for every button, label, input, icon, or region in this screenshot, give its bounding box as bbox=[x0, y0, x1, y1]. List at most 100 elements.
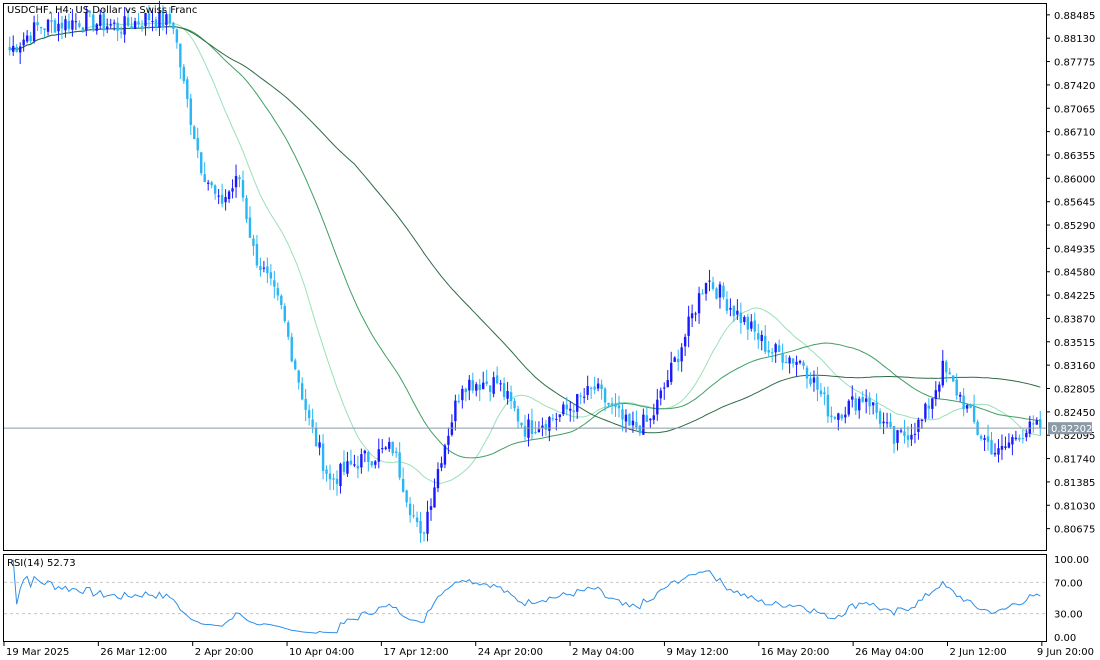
candle-body bbox=[29, 35, 32, 42]
candle-body bbox=[631, 420, 635, 426]
candle bbox=[1014, 430, 1018, 441]
candle-body bbox=[718, 284, 722, 298]
candle-body bbox=[436, 469, 440, 489]
candle bbox=[582, 388, 586, 404]
candle bbox=[805, 365, 809, 389]
candle bbox=[729, 298, 732, 317]
price-tick-label: 0.83160 bbox=[1054, 361, 1095, 372]
candle bbox=[71, 9, 74, 37]
candle-body bbox=[659, 390, 662, 399]
candle-body bbox=[269, 272, 273, 279]
candle bbox=[252, 234, 255, 256]
candle bbox=[182, 63, 186, 84]
candle bbox=[760, 330, 763, 351]
candle-body bbox=[468, 379, 471, 391]
candle-body bbox=[722, 285, 725, 298]
candle-body bbox=[788, 357, 791, 364]
candle bbox=[854, 392, 857, 415]
candle-body bbox=[482, 382, 485, 390]
candle bbox=[889, 412, 892, 429]
candle bbox=[349, 449, 353, 466]
candle-body bbox=[770, 352, 774, 354]
price-axis: 0.88485 0.88130 0.87775 0.87420 0.87065 0.867… bbox=[1046, 11, 1095, 536]
candle-body bbox=[663, 387, 666, 389]
candle-body bbox=[739, 312, 743, 324]
candle-body bbox=[328, 473, 332, 480]
candle-body bbox=[1025, 432, 1028, 438]
candle bbox=[690, 304, 694, 328]
candle bbox=[840, 413, 844, 421]
candle-body bbox=[151, 21, 154, 23]
candle bbox=[882, 412, 885, 435]
candle-body bbox=[774, 344, 777, 353]
candle bbox=[903, 419, 906, 444]
candle bbox=[722, 282, 725, 300]
candle-body bbox=[805, 367, 809, 379]
candle bbox=[269, 264, 273, 286]
candle-body bbox=[791, 358, 795, 364]
candle bbox=[262, 260, 266, 273]
candle bbox=[259, 257, 262, 277]
candle-body bbox=[262, 267, 266, 269]
candle-body bbox=[353, 464, 356, 466]
candle bbox=[537, 421, 541, 433]
candle-body bbox=[840, 414, 844, 419]
candle bbox=[764, 325, 767, 355]
candle bbox=[15, 44, 18, 53]
candle-body bbox=[64, 19, 67, 31]
candle-body bbox=[405, 490, 408, 503]
candle bbox=[1035, 417, 1038, 425]
candle bbox=[43, 28, 46, 38]
candle bbox=[656, 388, 659, 421]
price-tick-label: 0.86355 bbox=[1054, 151, 1095, 162]
candle bbox=[297, 369, 300, 390]
candle-body bbox=[948, 372, 951, 375]
price-tick-label: 0.81030 bbox=[1054, 501, 1095, 512]
candle bbox=[193, 125, 196, 140]
candle bbox=[589, 386, 593, 399]
candle-body bbox=[415, 517, 419, 523]
candle bbox=[868, 392, 871, 415]
candle-body bbox=[649, 418, 652, 421]
candle-body bbox=[854, 398, 857, 411]
candle-body bbox=[965, 405, 969, 409]
candle-body bbox=[46, 19, 50, 32]
candle-body bbox=[628, 414, 631, 426]
candle-body bbox=[562, 404, 565, 415]
candle-body bbox=[391, 441, 394, 454]
candle-body bbox=[955, 379, 958, 396]
candle-body bbox=[332, 478, 335, 480]
candle bbox=[941, 349, 944, 388]
candle-body bbox=[555, 418, 558, 420]
candle bbox=[628, 413, 631, 426]
candle bbox=[833, 416, 837, 420]
candle-body bbox=[753, 320, 756, 332]
candle-body bbox=[1039, 419, 1042, 429]
time-tick-label: 17 Apr 12:00 bbox=[383, 647, 448, 658]
candle-body bbox=[210, 182, 213, 186]
candle bbox=[440, 456, 443, 472]
candle-body bbox=[809, 378, 812, 385]
candle bbox=[276, 282, 280, 301]
candle-body bbox=[360, 454, 363, 468]
candle bbox=[412, 504, 415, 519]
candle bbox=[659, 387, 662, 406]
candle bbox=[945, 359, 948, 383]
candle-body bbox=[1032, 423, 1035, 425]
candle-body bbox=[60, 22, 64, 29]
candle bbox=[607, 402, 610, 408]
candle bbox=[255, 234, 259, 268]
candle-body bbox=[401, 478, 405, 492]
candle bbox=[394, 447, 398, 458]
candle bbox=[78, 20, 81, 29]
candle-body bbox=[537, 429, 541, 433]
candle-body bbox=[617, 405, 621, 409]
candle bbox=[360, 448, 363, 474]
candle bbox=[102, 8, 105, 37]
candle-body bbox=[635, 421, 638, 428]
candle bbox=[572, 402, 575, 422]
candle bbox=[638, 424, 642, 437]
candle-body bbox=[683, 336, 687, 347]
candle-body bbox=[32, 22, 36, 42]
